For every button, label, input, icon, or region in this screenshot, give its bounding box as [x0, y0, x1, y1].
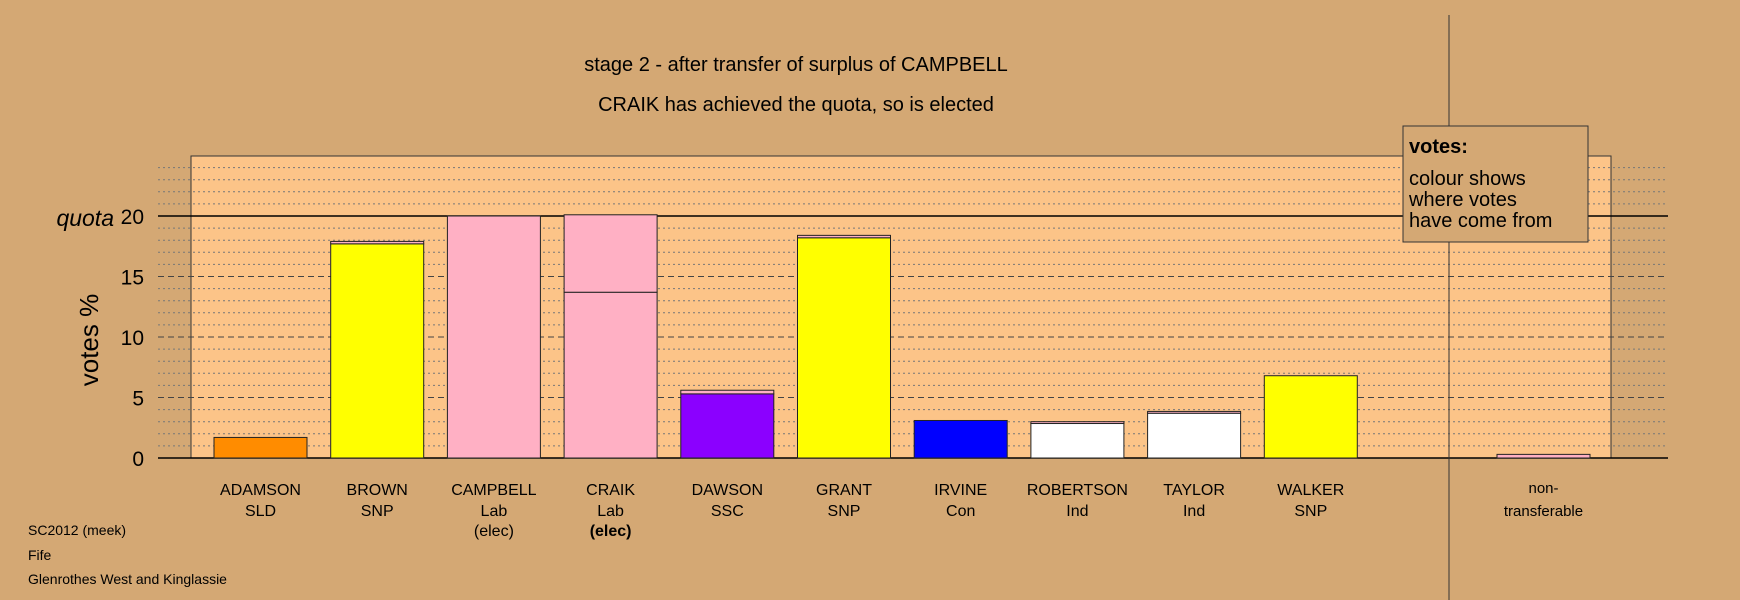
bar-segment-walker: [1263, 375, 1358, 459]
x-label-name: TAYLOR: [1163, 482, 1225, 499]
y-tick-label: 5: [132, 388, 144, 411]
bar-segment-brown: [330, 243, 425, 459]
x-label-party: SNP: [361, 503, 394, 520]
bar-segment-campbell: [446, 215, 541, 459]
legend-line-3: have come from: [1409, 210, 1552, 232]
x-label-name: CAMPBELL: [451, 482, 536, 499]
quota-label: quota: [56, 205, 114, 231]
bar-segment-robertson: [1030, 423, 1125, 459]
bar-segment-taylor: [1147, 412, 1242, 459]
y-tick-label: 0: [132, 448, 144, 471]
bars: [213, 214, 1591, 459]
bar-segment-irvine: [913, 419, 1008, 459]
y-tick-label: 20: [121, 206, 144, 229]
bar-segment-robertson: [1030, 421, 1125, 425]
legend-box: [1402, 125, 1589, 243]
chart-title: stage 2 - after transfer of surplus of C…: [584, 54, 1008, 76]
x-label-party: Lab: [481, 503, 508, 520]
x-labels: ADAMSON SLD BROWN SNP CAMPBELL Lab (elec) CRAIK…: [220, 480, 1583, 540]
y-axis: 0 5 10 15 20: [121, 206, 144, 471]
y-axis-label: votes %: [74, 294, 104, 387]
bar-segment-dawson: [680, 393, 775, 459]
bar-segment-nontransferable: [1496, 453, 1591, 459]
x-label-party: SNP: [1294, 503, 1327, 520]
footer-council: Fife: [28, 547, 52, 563]
x-label-status: (elec): [474, 523, 514, 540]
bar-segment-taylor: [1147, 410, 1242, 414]
x-label-name: GRANT: [816, 482, 872, 499]
legend-title: votes:: [1409, 136, 1468, 158]
x-label-party: Lab: [597, 503, 624, 520]
bar-segment-craik: [563, 214, 658, 293]
x-label-name: IRVINE: [934, 482, 987, 499]
bar-segment-craik: [563, 291, 658, 459]
y-tick-label: 15: [121, 267, 144, 290]
x-label-name: WALKER: [1277, 482, 1344, 499]
plot-area: [190, 155, 1612, 459]
x-label-party: SNP: [828, 503, 861, 520]
x-label-party: Ind: [1066, 503, 1088, 520]
x-label-party: SSC: [711, 503, 744, 520]
x-label-nontransferable-1: non-: [1528, 480, 1558, 497]
x-label-party: SLD: [245, 503, 276, 520]
y-tick-label: 10: [121, 327, 144, 350]
footer-method: SC2012 (meek): [28, 522, 127, 538]
legend: votes: colour shows where votes have com…: [1402, 125, 1589, 243]
bar-segment-adamson: [213, 436, 308, 459]
x-label-status: (elec): [590, 523, 632, 540]
x-label-name: CRAIK: [586, 482, 635, 499]
footer-ward: Glenrothes West and Kinglassie: [28, 571, 227, 587]
bar-segment-brown: [330, 240, 425, 245]
bar-segment-grant: [797, 234, 891, 239]
x-label-party: Con: [946, 503, 975, 520]
x-label-name: ROBERTSON: [1027, 482, 1128, 499]
x-label-name: ADAMSON: [220, 482, 301, 499]
legend-line-2: where votes: [1408, 189, 1517, 211]
legend-line-1: colour shows: [1409, 168, 1526, 190]
x-label-name: DAWSON: [692, 482, 763, 499]
bar-segment-dawson: [680, 389, 775, 395]
bar-segment-grant: [797, 237, 891, 459]
x-label-party: Ind: [1183, 503, 1205, 520]
x-label-nontransferable-2: transferable: [1504, 503, 1583, 520]
x-label-name: BROWN: [347, 482, 408, 499]
chart-subtitle: CRAIK has achieved the quota, so is elec…: [598, 94, 994, 116]
